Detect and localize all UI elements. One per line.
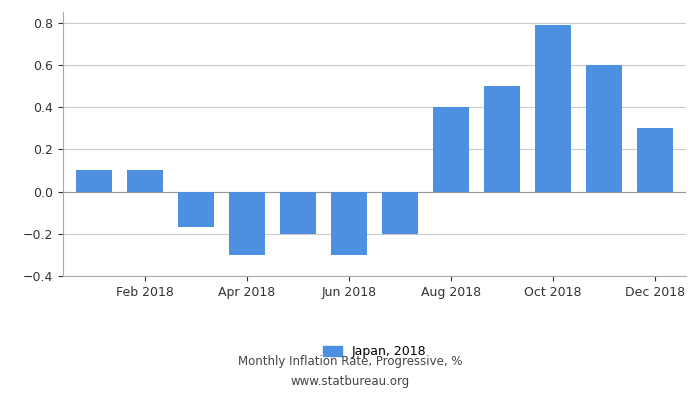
Legend: Japan, 2018: Japan, 2018 [318, 340, 431, 363]
Bar [638, 128, 673, 192]
Bar [484, 86, 520, 192]
Bar [229, 192, 265, 255]
Bar [127, 170, 162, 192]
Bar [178, 192, 214, 228]
Bar [433, 107, 469, 192]
Bar [331, 192, 367, 255]
Bar [280, 192, 316, 234]
Text: Monthly Inflation Rate, Progressive, %: Monthly Inflation Rate, Progressive, % [238, 356, 462, 368]
Bar [587, 65, 622, 192]
Bar [76, 170, 111, 192]
Bar [536, 25, 571, 192]
Text: www.statbureau.org: www.statbureau.org [290, 376, 410, 388]
Bar [382, 192, 418, 234]
